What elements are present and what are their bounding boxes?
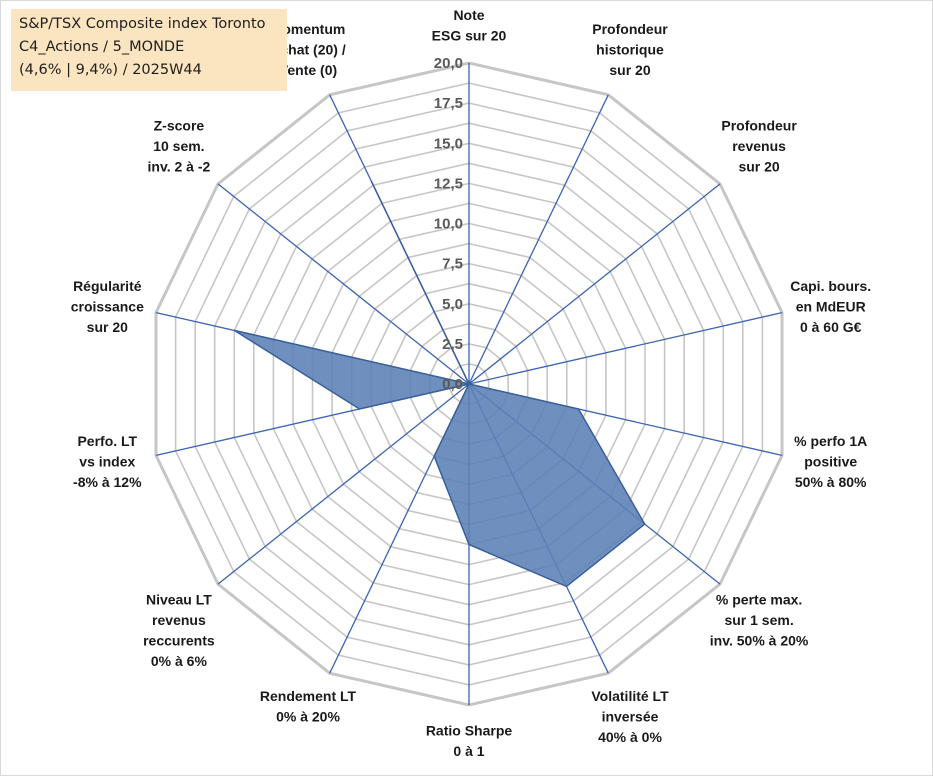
- axis-label-line: sur 1 sem.: [724, 612, 793, 628]
- axis-label-line: inv. 2 à -2: [148, 159, 211, 175]
- axis-label: Volatilité LT inversée 40% à 0%: [591, 688, 669, 745]
- axis-spoke: [468, 183, 721, 385]
- axis-label-line: Profondeur: [592, 21, 668, 37]
- axis-spoke: [217, 383, 470, 585]
- tick-label: 0,0: [442, 376, 463, 393]
- axis-label-line: Rendement LT: [260, 688, 357, 704]
- chart-title-line-1: S&P/TSX Composite index Toronto: [19, 16, 266, 32]
- axis-label: Z-score 10 sem. inv. 2 à -2: [148, 118, 211, 175]
- axis-label-line: 50% à 80%: [795, 474, 867, 490]
- tick-label: 15,0: [434, 135, 463, 152]
- axis-spoke: [217, 183, 470, 385]
- axis-label-line: % perfo 1A: [794, 433, 867, 449]
- axis-label: Momentum Achat (20) / Vente (0): [270, 21, 346, 78]
- tick-label: 12,5: [434, 175, 463, 192]
- axis-label-line: inv. 50% à 20%: [710, 632, 809, 648]
- tick-label: 17,5: [434, 95, 463, 112]
- axis-label-line: sur 20: [609, 62, 650, 78]
- tick-label: 20,0: [434, 55, 463, 72]
- axis-label-line: inversée: [602, 709, 659, 725]
- axis-label-line: 0% à 20%: [276, 709, 340, 725]
- axis-label: Rendement LT 0% à 20%: [260, 688, 357, 725]
- axis-label-line: Z-score: [154, 118, 205, 134]
- axis-label-line: positive: [804, 454, 857, 470]
- axis-spoke: [468, 311, 783, 385]
- axis-label: Perfo. LT vs index -8% à 12%: [73, 433, 142, 490]
- axis-label-line: 0 à 1: [453, 743, 484, 759]
- axis-label-line: Capi. bours.: [790, 278, 871, 294]
- axis-label-line: sur 20: [87, 319, 128, 335]
- axis-label-line: Régularité: [73, 278, 142, 294]
- axis-label-line: Volatilité LT: [591, 688, 669, 704]
- axis-label-line: historique: [596, 42, 664, 58]
- axis-label: % perte max. sur 1 sem. inv. 50% à 20%: [710, 591, 809, 648]
- axis-label: Capi. bours. en MdEUR 0 à 60 G€: [790, 278, 871, 335]
- axis-label-line: reccurents: [143, 632, 215, 648]
- axis-label-line: 10 sem.: [153, 138, 204, 154]
- axis-label: Régularité croissance sur 20: [71, 278, 144, 335]
- axis-label-line: sur 20: [738, 159, 779, 175]
- axis-label-line: en MdEUR: [796, 299, 866, 315]
- tick-label: 7,5: [442, 256, 463, 273]
- axis-label-line: Perfo. LT: [77, 433, 137, 449]
- axis-label: Note ESG sur 20: [432, 7, 507, 44]
- axis-label-line: Ratio Sharpe: [426, 723, 513, 739]
- axis-label: Ratio Sharpe 0 à 1: [426, 723, 513, 760]
- axis-spoke: [468, 94, 609, 385]
- axis-label-line: 0 à 60 G€: [800, 319, 862, 335]
- axis-label-line: -8% à 12%: [73, 474, 142, 490]
- label-layer: Note ESG sur 20 Profondeur historique sur 20…: [71, 7, 871, 759]
- axis-label-line: % perte max.: [716, 591, 802, 607]
- tick-label: 2,5: [442, 336, 463, 353]
- axis-label-line: Niveau LT: [146, 591, 212, 607]
- axis-label-line: revenus: [732, 138, 786, 154]
- series-area: [233, 181, 646, 588]
- tick-layer: 0,0 2,5 5,0 7,5 10,0 12,5 15,0 17,5 20,0: [434, 55, 463, 393]
- axis-label: % perfo 1A positive 50% à 80%: [794, 433, 867, 490]
- axis-label-line: croissance: [71, 299, 144, 315]
- area-layer: [233, 181, 646, 588]
- tick-label: 5,0: [442, 296, 463, 313]
- axis-label: Niveau LT revenus reccurents 0% à 6%: [143, 591, 215, 669]
- axis-label: Profondeur historique sur 20: [592, 21, 668, 78]
- axis-label-line: 0% à 6%: [151, 653, 208, 669]
- axis-label-line: Profondeur: [721, 118, 797, 134]
- axis-label-line: revenus: [152, 612, 206, 628]
- chart-title-box: S&P/TSX Composite index Toronto C4_Actio…: [11, 9, 287, 91]
- axis-label-line: Vente (0): [279, 62, 337, 78]
- axis-label-line: vs index: [79, 454, 135, 470]
- chart-title-line-2: C4_Actions / 5_MONDE: [19, 39, 185, 55]
- axis-label-line: 40% à 0%: [598, 729, 662, 745]
- tick-label: 10,0: [434, 216, 463, 233]
- axis-label-line: Achat (20) /: [270, 42, 346, 58]
- axis-label: Profondeur revenus sur 20: [721, 118, 797, 175]
- axis-label-line: Note: [453, 7, 484, 23]
- axis-label-line: ESG sur 20: [432, 28, 507, 44]
- axis-label-line: Momentum: [271, 21, 346, 37]
- chart-title-line-3: (4,6% | 9,4%) / 2025W44: [19, 62, 202, 78]
